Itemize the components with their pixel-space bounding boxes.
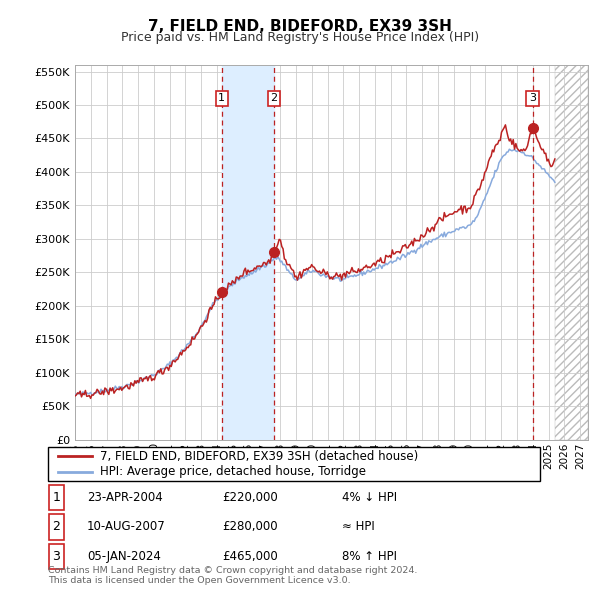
Text: 23-APR-2004: 23-APR-2004 [87,491,163,504]
Text: 1: 1 [52,491,61,504]
Text: 3: 3 [529,93,536,103]
Text: 2: 2 [52,520,61,533]
Text: 7, FIELD END, BIDEFORD, EX39 3SH (detached house): 7, FIELD END, BIDEFORD, EX39 3SH (detach… [100,450,418,463]
Text: 10-AUG-2007: 10-AUG-2007 [87,520,166,533]
Text: ≈ HPI: ≈ HPI [342,520,375,533]
Text: 1: 1 [218,93,225,103]
Text: 4% ↓ HPI: 4% ↓ HPI [342,491,397,504]
Text: Price paid vs. HM Land Registry's House Price Index (HPI): Price paid vs. HM Land Registry's House … [121,31,479,44]
Text: 2: 2 [271,93,277,103]
Text: 7, FIELD END, BIDEFORD, EX39 3SH: 7, FIELD END, BIDEFORD, EX39 3SH [148,19,452,34]
Bar [222,65,274,440]
Text: 3: 3 [52,550,61,563]
Text: £465,000: £465,000 [222,550,278,563]
Text: Contains HM Land Registry data © Crown copyright and database right 2024.
This d: Contains HM Land Registry data © Crown c… [48,566,418,585]
Text: HPI: Average price, detached house, Torridge: HPI: Average price, detached house, Torr… [100,466,365,478]
Text: £280,000: £280,000 [222,520,278,533]
Text: £220,000: £220,000 [222,491,278,504]
Text: 8% ↑ HPI: 8% ↑ HPI [342,550,397,563]
Text: 05-JAN-2024: 05-JAN-2024 [87,550,161,563]
